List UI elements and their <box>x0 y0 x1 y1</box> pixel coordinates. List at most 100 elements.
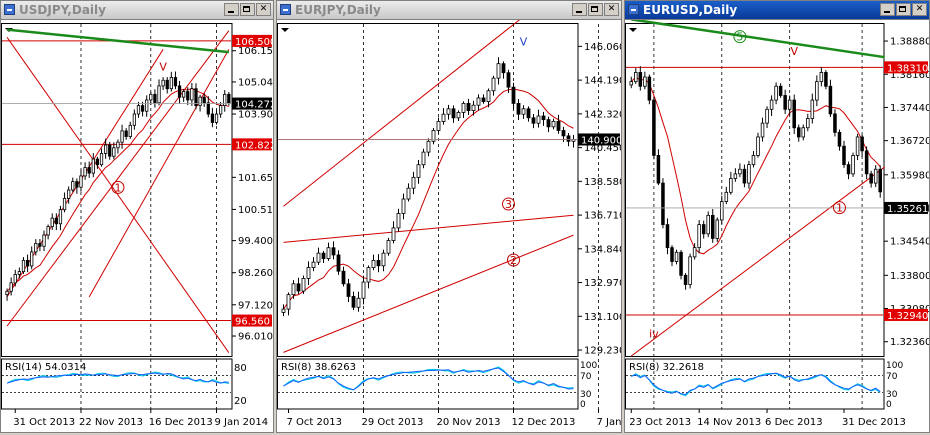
candle-body <box>149 93 153 101</box>
candle-body <box>386 240 391 254</box>
wave-label: 1 <box>836 202 843 215</box>
window-title: EURUSD,Daily <box>643 3 738 17</box>
price-chart-eurusd[interactable]: 1.38880 1.38160 1.37440 1.36720 1.35980 1.352… <box>625 20 929 432</box>
candle-body <box>145 99 149 112</box>
candle-body <box>765 108 769 124</box>
wave-label-circle <box>502 197 515 211</box>
candle-body <box>451 108 456 119</box>
candle-body <box>25 259 30 267</box>
window-title: USDJPY,Daily <box>19 3 106 17</box>
candle-body <box>361 281 366 299</box>
candle-body <box>177 85 182 98</box>
candle-body <box>733 173 738 179</box>
level-price-label: 102.822 <box>235 140 273 151</box>
candle-body <box>476 97 481 106</box>
candle-body <box>356 297 361 308</box>
chart-window-eurjpy[interactable]: EURJPY,Daily 146.060 144.190 142.320 140.45… <box>276 0 622 433</box>
date-axis-label: 6 Dec 2013 <box>765 417 823 428</box>
candle-body <box>688 256 692 285</box>
candle-body <box>136 105 141 115</box>
candle-body <box>536 115 541 124</box>
candle-body <box>371 259 376 268</box>
candle-body <box>873 168 878 184</box>
candle-body <box>326 247 331 259</box>
chart-window-usdjpy[interactable]: USDJPY,Daily 106.150105.040103.900102.79… <box>0 0 274 433</box>
candle-body <box>860 136 864 152</box>
candle-body <box>153 93 157 104</box>
level-price-tag <box>232 34 272 47</box>
price-axis-label: 105.040 <box>238 77 273 88</box>
minimize-button[interactable] <box>880 3 895 16</box>
candle-body <box>441 113 446 122</box>
wave-label: V <box>159 60 167 73</box>
candle-body <box>218 105 223 115</box>
price-axis-label: 1.37440 <box>890 103 929 114</box>
candle-body <box>546 119 551 128</box>
date-axis-label: 31 Dec 2013 <box>842 417 906 428</box>
candle-body <box>541 115 546 121</box>
candle-body <box>670 247 674 262</box>
window-titlebar[interactable]: USDJPY,Daily <box>1 1 273 20</box>
price-chart-eurjpy[interactable]: 146.060 144.190 142.320 140.450 138.580 136.7… <box>277 20 621 432</box>
plot-frame <box>1 23 233 357</box>
candle-body <box>116 141 120 149</box>
candle-body <box>652 99 656 156</box>
candle-body <box>34 243 38 253</box>
price-axis-label: 97.120 <box>238 300 273 311</box>
price-axis-label: 134.840 <box>584 244 621 255</box>
price-axis-label: 136.710 <box>584 211 621 222</box>
candle-body <box>426 140 431 153</box>
close-button[interactable] <box>912 3 927 16</box>
window-titlebar[interactable]: EURJPY,Daily <box>277 1 621 20</box>
candle-body <box>331 247 336 256</box>
maximize-button[interactable] <box>240 3 255 16</box>
price-chart-usdjpy[interactable]: 106.150105.040103.900102.790101.650100.5… <box>1 20 273 432</box>
level-price-tag <box>232 138 272 151</box>
candle-body <box>108 144 112 157</box>
current-price-label: 1.35261 <box>887 204 928 215</box>
candle-body <box>62 198 67 211</box>
candle-body <box>186 91 190 101</box>
candle-body <box>869 173 873 184</box>
rsi-axis-label: 30 <box>886 390 898 400</box>
candle-body <box>679 251 683 276</box>
candle-body <box>792 99 796 129</box>
candle-body <box>17 271 22 275</box>
price-axis-label: 132.970 <box>584 278 621 289</box>
date-axis-label: 12 Dec 2013 <box>512 417 576 428</box>
candle-body <box>720 201 724 221</box>
candle-body <box>21 259 26 272</box>
price-axis-label: 142.320 <box>584 109 621 120</box>
candle-body <box>769 99 774 110</box>
candle-body <box>647 76 652 101</box>
candle-body <box>531 117 536 124</box>
rsi-axis-label: 100 <box>580 361 597 371</box>
candle-body <box>99 153 104 166</box>
close-button[interactable] <box>604 3 619 16</box>
candle-body <box>751 155 756 166</box>
candle-body <box>124 130 128 137</box>
wave-label: 1 <box>114 181 121 194</box>
chart-window-icon <box>280 4 291 15</box>
price-axis-label: 129.230 <box>584 346 621 357</box>
chart-window-eurusd[interactable]: EURUSD,Daily 1.38880 1.38160 1.37440 1.3672… <box>624 0 930 433</box>
minimize-button[interactable] <box>572 3 587 16</box>
candle-body <box>556 121 561 131</box>
candle-body <box>551 121 556 128</box>
candle-body <box>715 219 720 239</box>
candle-body <box>634 72 638 83</box>
price-axis-label: 100.510 <box>238 205 273 216</box>
candle-body <box>54 217 58 225</box>
candle-body <box>787 99 792 110</box>
current-price-label: 104.272 <box>235 100 273 111</box>
current-price-label: 140.900 <box>581 135 621 146</box>
maximize-button[interactable] <box>896 3 911 16</box>
minimize-button[interactable] <box>224 3 239 16</box>
window-titlebar[interactable]: EURUSD,Daily <box>625 1 929 20</box>
level-price-label: 1.38310 <box>887 63 928 74</box>
close-button[interactable] <box>256 3 271 16</box>
candle-body <box>190 88 194 101</box>
date-axis-label: 9 Jan 2014 <box>215 417 269 428</box>
rsi-indicator-label: RSI(8) 38.6263 <box>281 362 356 373</box>
maximize-button[interactable] <box>588 3 603 16</box>
